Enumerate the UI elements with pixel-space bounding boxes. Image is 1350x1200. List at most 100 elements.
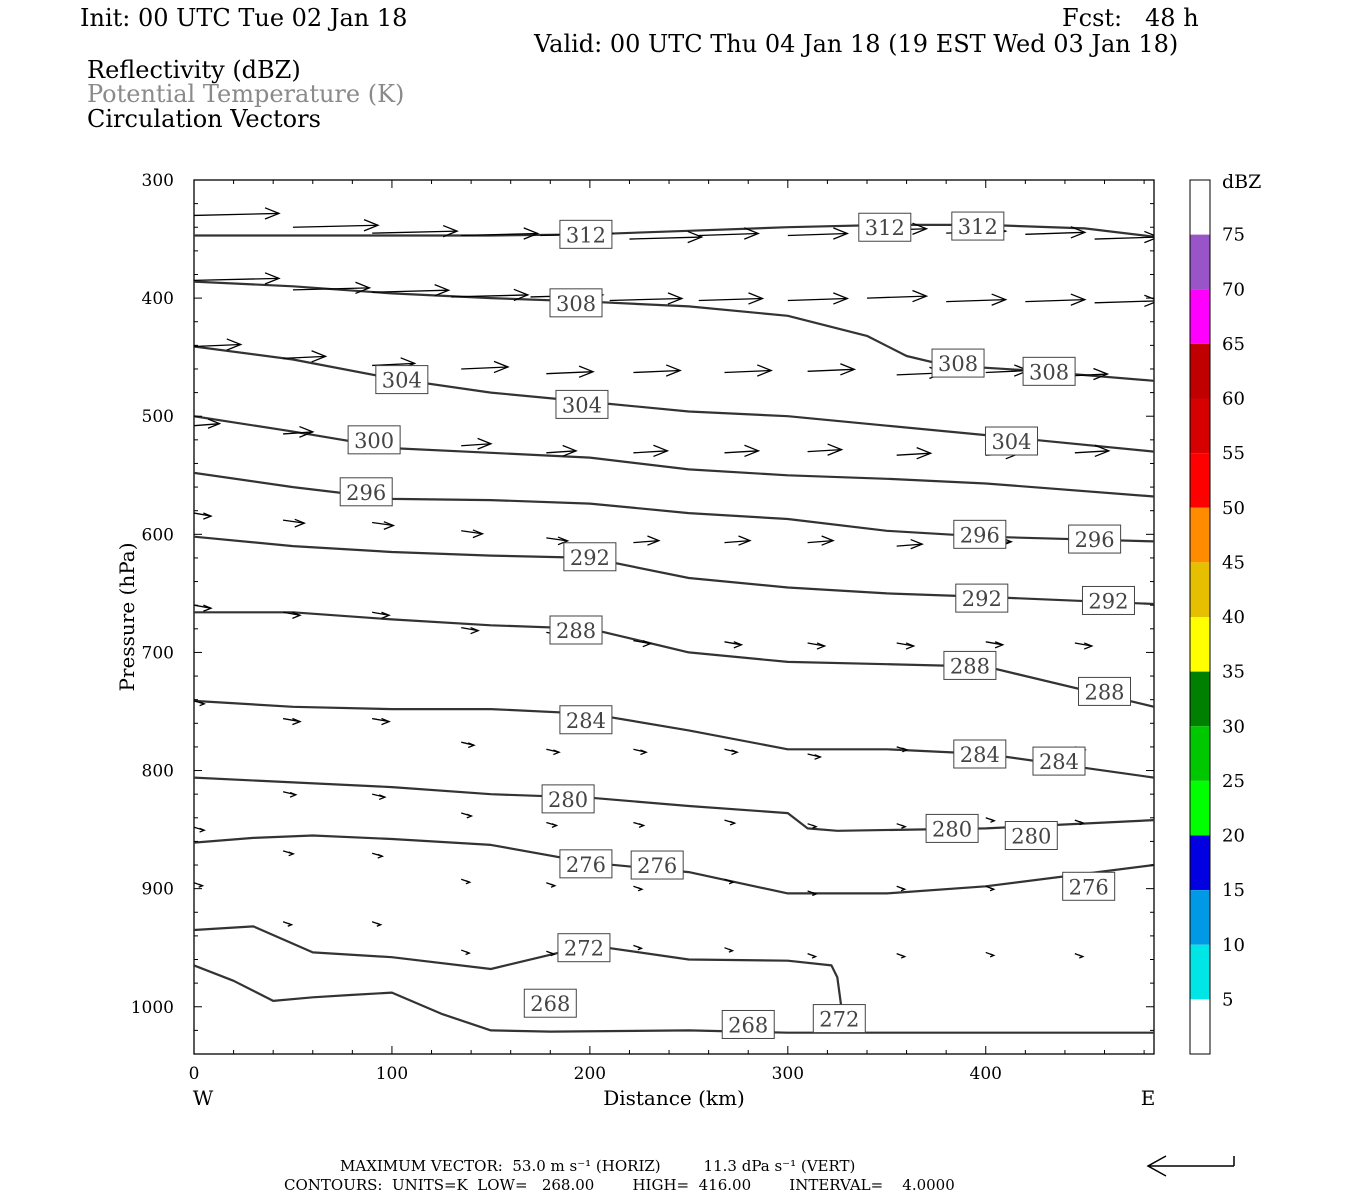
vector-head	[989, 953, 996, 958]
y-tick-label: 500	[142, 407, 174, 427]
circulation-vector	[633, 364, 682, 377]
vector-head	[994, 641, 1005, 649]
circulation-vector	[371, 793, 387, 801]
vector-head	[199, 827, 206, 833]
vector-shaft	[546, 537, 568, 542]
circulation-vector	[807, 363, 857, 376]
circulation-vector	[896, 952, 907, 959]
vector-head	[910, 538, 924, 550]
y-tick-label: 600	[142, 525, 174, 545]
vector-head	[203, 604, 213, 612]
vector-head	[637, 946, 644, 951]
vector-head	[900, 954, 907, 959]
vector-head	[363, 219, 380, 232]
colorbar-level-label: 25	[1222, 771, 1245, 792]
circulation-vector	[461, 741, 476, 749]
vector-head	[442, 224, 459, 238]
vector-head	[756, 364, 773, 377]
contour-label-box	[1022, 356, 1076, 386]
circulation-vector	[371, 921, 383, 927]
contour-label-272: 272	[564, 937, 604, 961]
circulation-vector	[724, 748, 739, 756]
colorbar-level-label: 75	[1222, 225, 1245, 246]
contour-label-box	[721, 1009, 775, 1039]
vector-head	[833, 227, 850, 240]
circulation-vector	[546, 444, 578, 457]
y-tick-label: 300	[142, 171, 174, 191]
circulation-vector	[787, 292, 850, 305]
contour-label-box	[559, 219, 613, 249]
circulation-vector	[985, 817, 997, 823]
circulation-vector	[461, 812, 474, 819]
contour-label-box	[630, 850, 684, 880]
contour-label-box	[555, 389, 609, 419]
vector-head	[731, 749, 739, 756]
colorbar-swatch	[1190, 343, 1210, 399]
circulation-vector	[724, 947, 735, 953]
circulation-vector	[1094, 230, 1154, 244]
circulation-vector	[896, 538, 924, 550]
contour-label-box	[858, 212, 912, 242]
circulation-vector	[194, 700, 206, 707]
contour-label-276: 276	[637, 854, 677, 878]
contour-labels: 312 312 312 308 308 308 304 304 304 300 296 296 296 2…	[339, 211, 1135, 1039]
circulation-vector	[896, 446, 933, 460]
theta-contour-292	[194, 535, 1154, 606]
reference-vector	[1146, 1155, 1235, 1177]
vector-shaft	[633, 539, 659, 544]
contour-label-box	[1081, 585, 1135, 615]
circulation-vector	[807, 952, 818, 959]
vector-head	[640, 749, 648, 756]
contour-label-box	[1032, 746, 1086, 776]
y-tick-label: 1000	[131, 998, 174, 1018]
circulation-vector	[372, 521, 396, 530]
plot-frame	[193, 179, 1155, 1055]
colorbar-level-label: 30	[1222, 716, 1245, 737]
vector-shaft	[1074, 450, 1109, 454]
vector-head	[989, 887, 996, 892]
circulation-vector	[282, 850, 296, 857]
contour-label-box	[953, 739, 1007, 769]
circulation-vector	[372, 224, 459, 238]
vector-shaft	[546, 450, 577, 454]
vector-shaft	[896, 452, 931, 456]
x-axis-title: Distance (km)	[603, 1086, 745, 1110]
colorbar-frame	[1189, 179, 1211, 1055]
contour-label-308: 308	[1029, 360, 1069, 384]
vector-shaft	[461, 232, 538, 237]
circulation-vector	[609, 292, 684, 305]
vector-head	[812, 824, 818, 829]
vector-head	[912, 289, 929, 303]
contour-label-296: 296	[1075, 528, 1115, 552]
circulation-vector	[194, 338, 243, 351]
vector-head	[355, 281, 372, 295]
circulation-vector	[282, 717, 302, 726]
theta-contour-304	[194, 345, 1154, 453]
contour-label-280: 280	[932, 817, 972, 841]
circulation-vector	[724, 364, 773, 377]
vector-head	[637, 887, 644, 892]
colorbar-level-label: 20	[1222, 826, 1245, 847]
vector-head	[744, 444, 761, 458]
y-tick-label: 800	[142, 762, 174, 782]
vector-head	[377, 853, 385, 859]
circulation-vector	[698, 292, 765, 305]
circulation-vector	[372, 611, 391, 619]
circulation-vector	[194, 272, 281, 285]
vector-shaft	[698, 297, 763, 302]
contour-label-box	[955, 583, 1009, 613]
vector-head	[811, 954, 818, 959]
contour-label-box	[549, 615, 603, 645]
contour-label-312: 312	[865, 216, 905, 240]
vector-head	[378, 794, 387, 801]
vector-head	[1144, 230, 1154, 244]
contour-label-box	[984, 426, 1038, 456]
circulation-vector	[283, 350, 328, 363]
circulation-vector	[1074, 952, 1085, 959]
circulation-vector	[698, 227, 760, 240]
vector-shaft	[609, 297, 682, 302]
init-time: Init: 00 UTC Tue 02 Jan 18	[80, 4, 408, 32]
circulation-vector	[1025, 293, 1087, 306]
valid-time: Valid: 00 UTC Thu 04 Jan 18 (19 EST Wed …	[534, 30, 1179, 58]
vector-head	[1083, 642, 1094, 650]
